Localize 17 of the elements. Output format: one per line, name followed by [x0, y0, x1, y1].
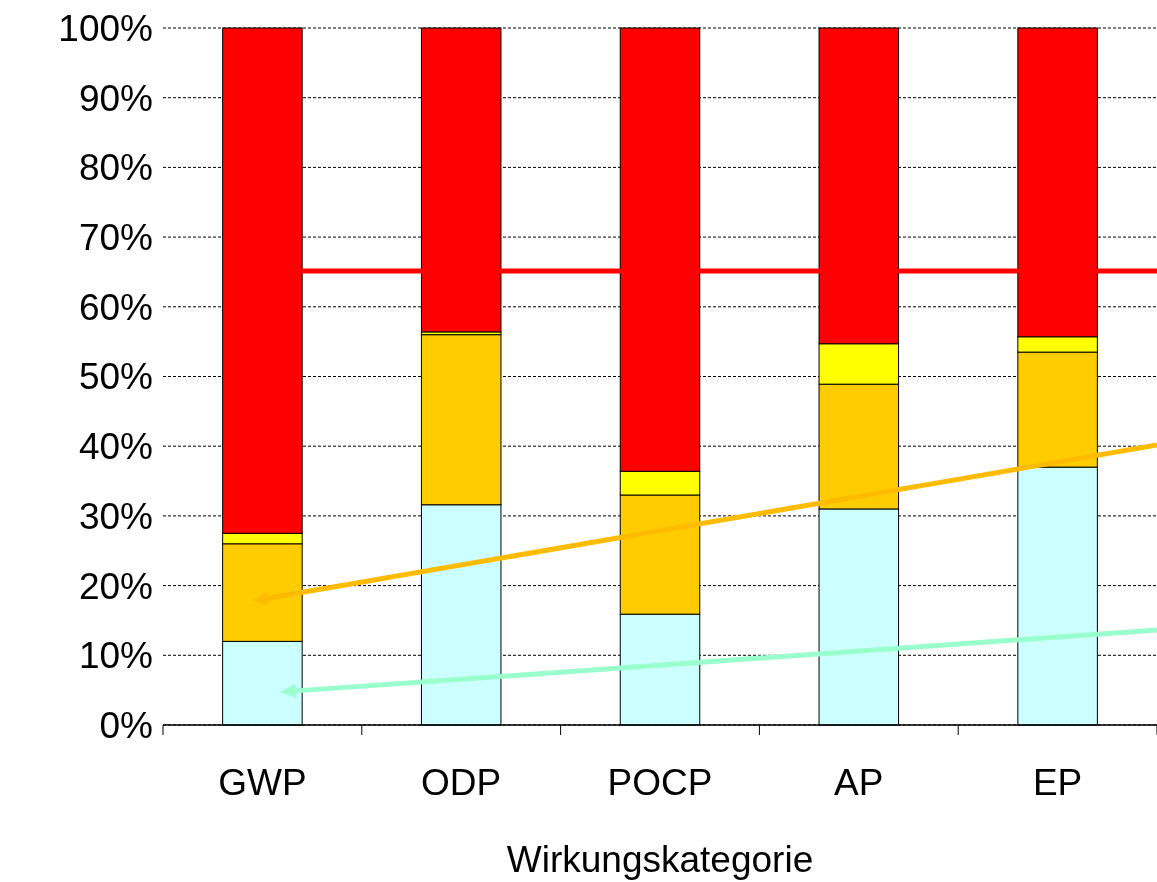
y-tick-label: 40%	[78, 426, 153, 468]
y-tick-label: 90%	[78, 77, 153, 119]
y-tick-label: 0%	[99, 704, 153, 746]
x-axis-title: Wirkungskategorie	[506, 839, 814, 880]
y-tick-label: 60%	[78, 286, 153, 328]
y-tick-label: 10%	[78, 635, 153, 677]
x-tick-label: ODP	[421, 762, 502, 803]
y-tick-label: 70%	[78, 217, 153, 259]
y-tick-label: 20%	[78, 565, 153, 607]
x-tick-label: EP	[1032, 762, 1083, 803]
y-tick-label: 30%	[78, 495, 153, 537]
y-tick-label: 100%	[58, 7, 153, 49]
x-tick-label: GWP	[218, 762, 307, 803]
y-tick-label: 80%	[78, 147, 153, 189]
x-tick-label: AP	[834, 762, 884, 803]
x-tick-label: POCP	[607, 762, 713, 803]
y-tick-label: 50%	[78, 356, 153, 398]
